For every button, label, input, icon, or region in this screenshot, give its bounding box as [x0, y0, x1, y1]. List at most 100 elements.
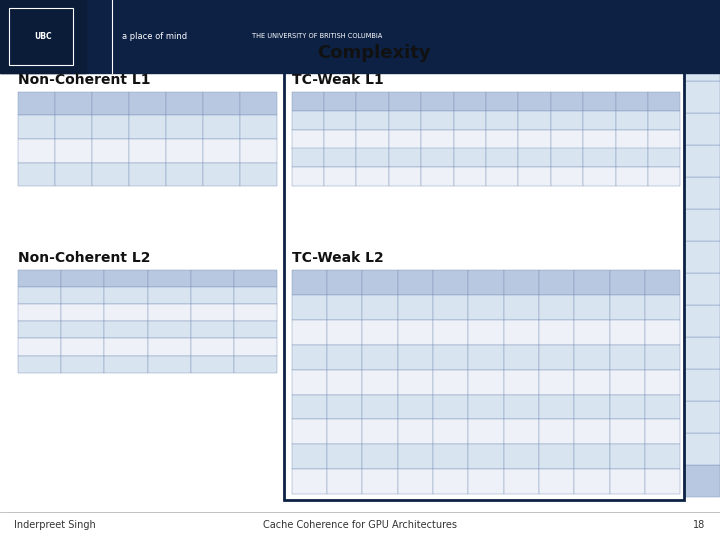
Bar: [486, 111, 518, 130]
Bar: [356, 148, 389, 167]
Bar: [583, 92, 616, 111]
Bar: [148, 270, 191, 287]
Bar: [454, 92, 486, 111]
Text: Complexity: Complexity: [318, 44, 431, 62]
Bar: [685, 49, 720, 80]
Bar: [518, 148, 551, 167]
Bar: [240, 92, 277, 116]
Bar: [324, 111, 356, 130]
Bar: [421, 148, 454, 167]
Bar: [575, 469, 610, 494]
Bar: [324, 92, 356, 111]
Bar: [327, 420, 362, 444]
Bar: [61, 339, 104, 355]
Bar: [203, 116, 240, 139]
Bar: [539, 469, 575, 494]
Bar: [292, 444, 327, 469]
Bar: [504, 444, 539, 469]
Bar: [129, 139, 166, 163]
Bar: [18, 270, 61, 287]
Bar: [504, 295, 539, 320]
Bar: [356, 92, 389, 111]
Bar: [61, 355, 104, 373]
Bar: [468, 369, 504, 395]
Bar: [104, 339, 148, 355]
Bar: [55, 92, 92, 116]
Bar: [292, 130, 324, 148]
Bar: [292, 320, 327, 345]
Bar: [645, 469, 680, 494]
Bar: [648, 167, 680, 186]
Bar: [166, 116, 203, 139]
Bar: [610, 420, 645, 444]
Bar: [234, 321, 277, 339]
Bar: [685, 369, 720, 401]
Bar: [362, 270, 397, 295]
Bar: [539, 270, 575, 295]
Bar: [685, 177, 720, 208]
Bar: [92, 139, 129, 163]
Bar: [362, 369, 397, 395]
Bar: [468, 295, 504, 320]
Bar: [389, 92, 421, 111]
Bar: [389, 148, 421, 167]
Bar: [468, 345, 504, 369]
Bar: [397, 295, 433, 320]
Bar: [61, 287, 104, 304]
Bar: [504, 395, 539, 420]
Bar: [468, 270, 504, 295]
Bar: [327, 270, 362, 295]
Bar: [104, 355, 148, 373]
Bar: [18, 321, 61, 339]
Bar: [468, 469, 504, 494]
Bar: [92, 92, 129, 116]
Bar: [454, 111, 486, 130]
Text: Inderpreet Singh: Inderpreet Singh: [14, 520, 96, 530]
Bar: [468, 444, 504, 469]
Bar: [551, 111, 583, 130]
Bar: [486, 167, 518, 186]
Bar: [324, 130, 356, 148]
Bar: [129, 163, 166, 186]
Bar: [292, 369, 327, 395]
Bar: [685, 113, 720, 145]
Bar: [433, 369, 468, 395]
Bar: [191, 304, 234, 321]
Bar: [575, 420, 610, 444]
Bar: [610, 369, 645, 395]
Bar: [685, 273, 720, 305]
Bar: [324, 167, 356, 186]
Bar: [645, 270, 680, 295]
Bar: [240, 139, 277, 163]
Bar: [575, 270, 610, 295]
Text: TC-Weak L1: TC-Weak L1: [292, 73, 383, 87]
Bar: [327, 320, 362, 345]
Bar: [433, 320, 468, 345]
Bar: [685, 305, 720, 337]
Bar: [645, 444, 680, 469]
Bar: [685, 401, 720, 433]
Bar: [104, 304, 148, 321]
Bar: [203, 163, 240, 186]
Bar: [433, 270, 468, 295]
Bar: [539, 345, 575, 369]
Bar: [616, 111, 648, 130]
Bar: [129, 92, 166, 116]
Bar: [362, 444, 397, 469]
Bar: [362, 395, 397, 420]
Bar: [685, 208, 720, 241]
Bar: [454, 167, 486, 186]
Bar: [191, 270, 234, 287]
Bar: [104, 270, 148, 287]
Bar: [468, 420, 504, 444]
Bar: [356, 167, 389, 186]
Bar: [504, 270, 539, 295]
Bar: [616, 167, 648, 186]
Bar: [292, 420, 327, 444]
Bar: [397, 420, 433, 444]
Bar: [240, 163, 277, 186]
Bar: [389, 167, 421, 186]
Text: THE UNIVERSITY OF BRITISH COLUMBIA: THE UNIVERSITY OF BRITISH COLUMBIA: [252, 33, 382, 39]
Bar: [234, 339, 277, 355]
Bar: [551, 167, 583, 186]
